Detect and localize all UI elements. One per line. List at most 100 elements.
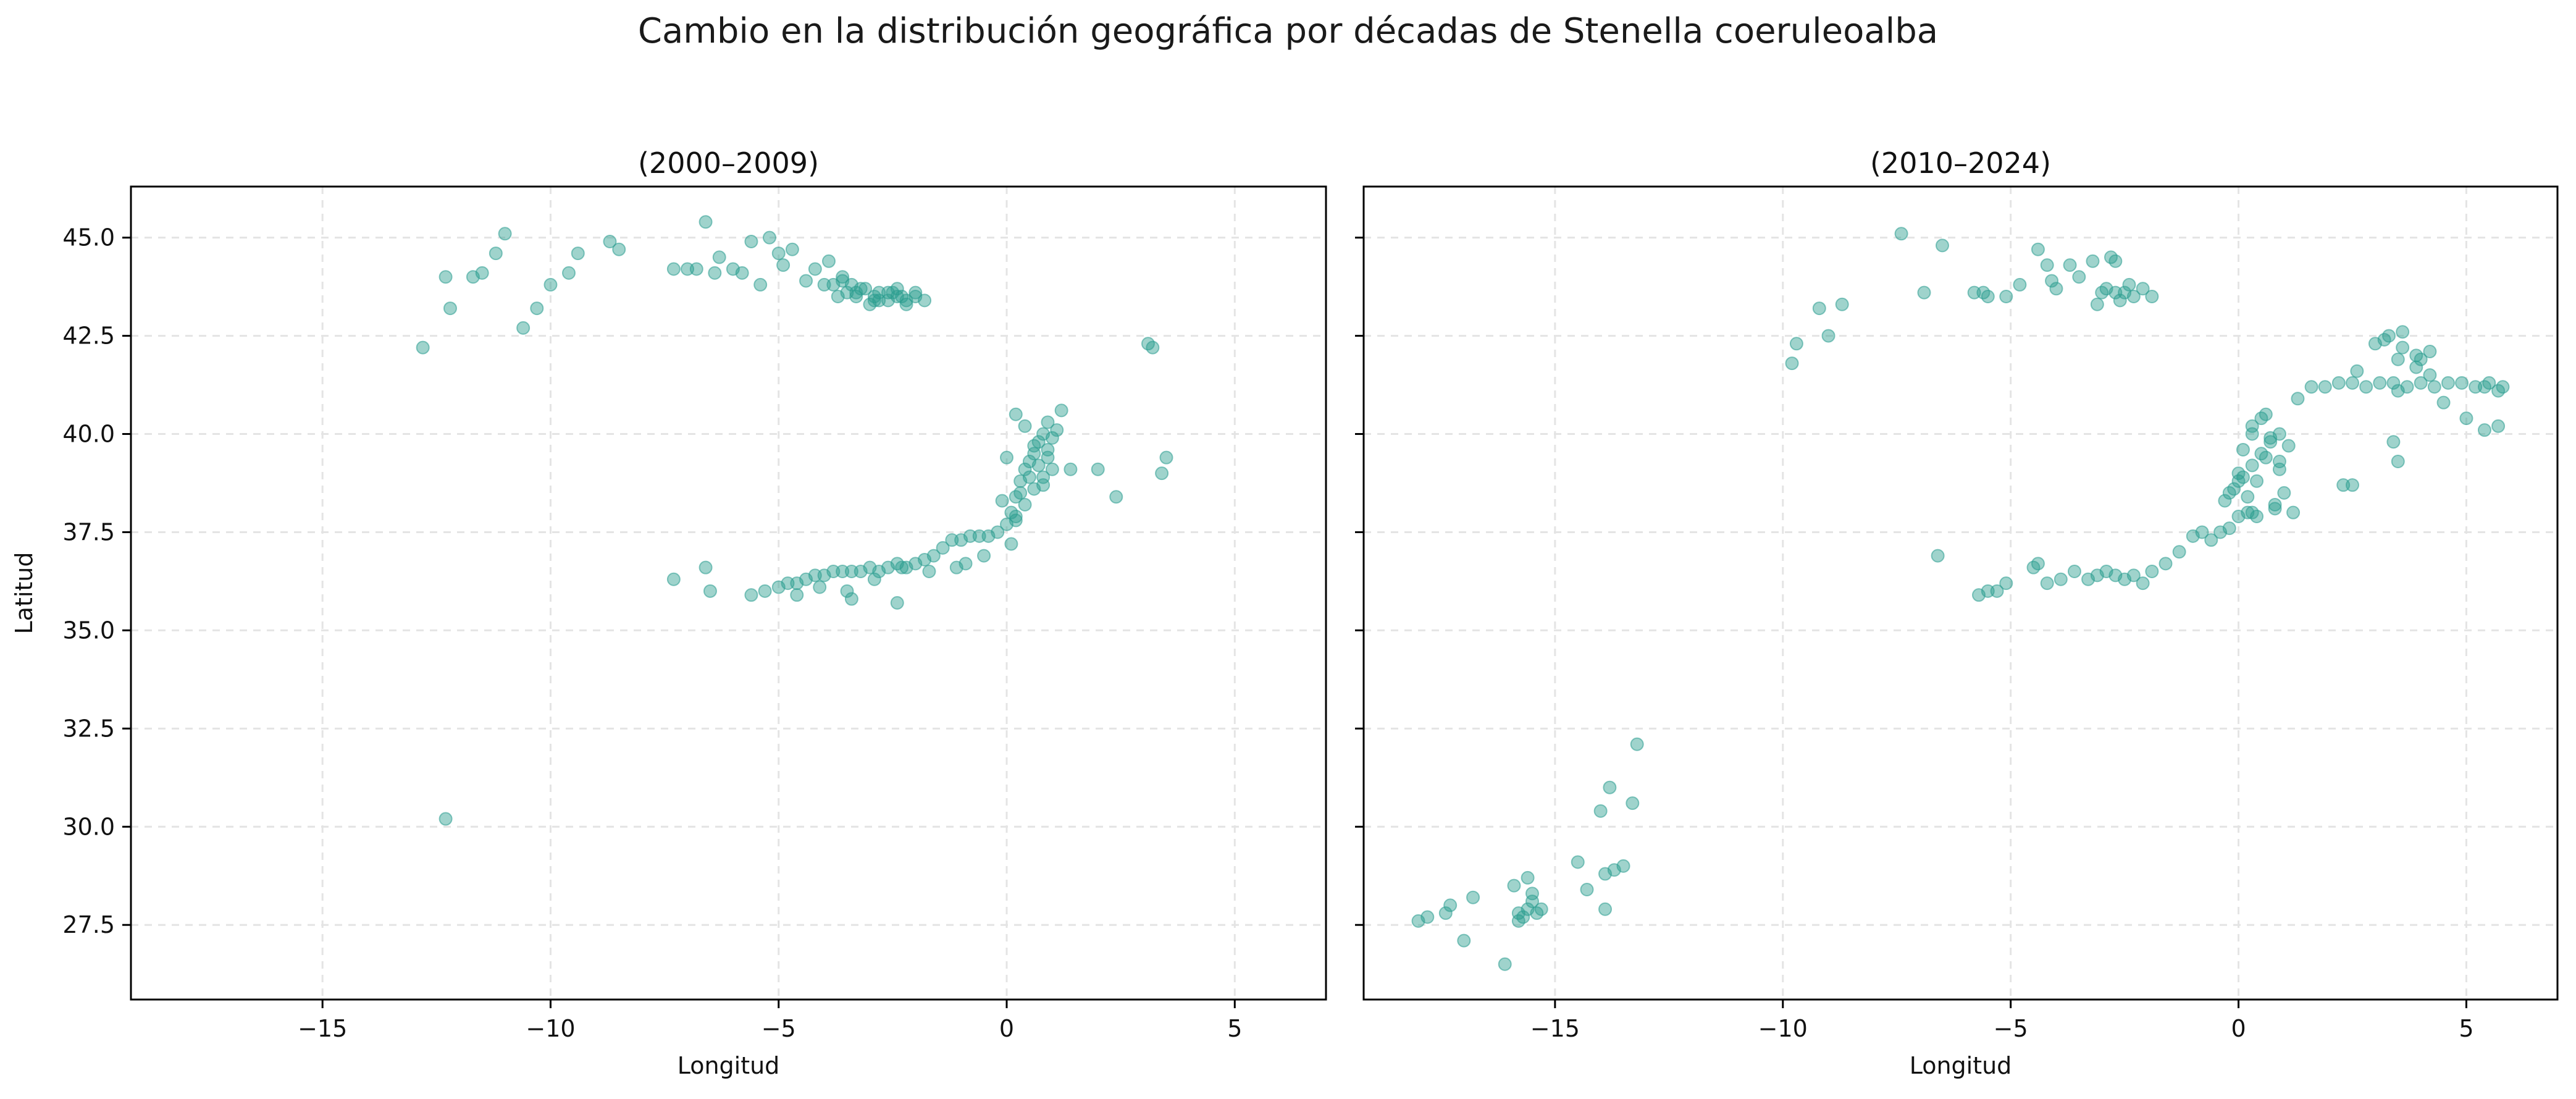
data-point [1036, 478, 1051, 492]
y-tick-label: 45.0 [62, 224, 115, 251]
figure-title: Cambio en la distribución geográfica por… [637, 11, 1939, 51]
data-point [771, 246, 786, 261]
data-point [1009, 407, 1023, 421]
data-point [1041, 415, 1055, 429]
data-point [2172, 545, 2186, 559]
data-point [1507, 878, 1521, 893]
data-point [438, 270, 453, 284]
data-point [2113, 293, 2127, 308]
data-point [2245, 458, 2259, 473]
data-point [2241, 490, 2255, 504]
data-point [1593, 804, 1608, 818]
data-point [2054, 572, 2068, 586]
data-point [753, 277, 768, 292]
data-point [895, 290, 909, 304]
data-point [2126, 290, 2141, 304]
data-point [2377, 332, 2391, 347]
data-point [1438, 906, 1453, 920]
data-point [1050, 423, 1064, 437]
data-point [1004, 537, 1018, 551]
y-axis-label: Latitud [10, 552, 38, 634]
data-point [2195, 525, 2209, 539]
data-point [1785, 356, 1799, 371]
data-point [2259, 407, 2273, 421]
y-tick-label: 32.5 [62, 715, 115, 742]
data-point [867, 572, 881, 586]
data-point [936, 541, 950, 555]
x-axis-label: Longitud [678, 1052, 780, 1079]
data-point [1534, 902, 1548, 916]
data-point [2063, 258, 2077, 272]
data-point [1603, 780, 1617, 794]
data-point [2086, 254, 2100, 268]
data-point [808, 262, 822, 276]
x-tick-label: 5 [1227, 1015, 1242, 1042]
data-point [2072, 270, 2086, 284]
y-tick-label: 40.0 [62, 421, 115, 448]
x-tick-label: 5 [2459, 1015, 2473, 1042]
data-point [443, 301, 457, 316]
data-point [2268, 497, 2282, 512]
data-point [1630, 737, 1644, 751]
data-point [1027, 439, 1041, 453]
data-point [516, 321, 531, 335]
data-point [1022, 470, 1036, 484]
data-point [1511, 914, 1525, 928]
data-point [498, 227, 512, 241]
data-point [1457, 933, 1471, 948]
data-point [758, 584, 772, 598]
data-point [699, 215, 713, 229]
data-point [1466, 890, 1480, 904]
x-tick-label: −5 [1994, 1015, 2028, 1042]
data-point [2477, 423, 2491, 437]
data-point [844, 592, 858, 606]
data-point [1999, 576, 2013, 591]
data-point [1009, 510, 1023, 524]
data-point [2126, 568, 2141, 583]
x-tick-label: 0 [999, 1015, 1014, 1042]
data-point [2222, 521, 2236, 536]
data-point [2391, 455, 2405, 469]
data-point [1521, 870, 1535, 885]
data-point [2108, 254, 2123, 268]
data-point [1626, 796, 1640, 811]
data-point [2272, 462, 2286, 476]
y-tick-label: 37.5 [62, 518, 115, 545]
data-point [821, 254, 836, 268]
data-point [1018, 497, 1032, 512]
data-point [2423, 368, 2437, 382]
data-point [1999, 290, 2013, 304]
data-point [1598, 867, 1613, 881]
data-point [959, 557, 973, 571]
data-point [2396, 340, 2410, 355]
data-point [475, 266, 489, 280]
data-point [1498, 957, 1512, 971]
axes-frame [130, 185, 1327, 1001]
x-axis-label: Longitud [1910, 1052, 2012, 1079]
x-tick-label: −10 [1758, 1015, 1808, 1042]
data-point [1064, 462, 1078, 476]
data-point [840, 584, 854, 598]
data-point [1917, 285, 1931, 300]
data-point [562, 266, 576, 280]
data-point [2067, 565, 2081, 579]
data-point [849, 290, 863, 304]
data-point [977, 549, 991, 563]
data-point [1091, 462, 1105, 476]
data-point [1789, 337, 1803, 351]
data-point [2441, 376, 2455, 390]
data-point [1146, 340, 1160, 355]
x-tick-label: −15 [298, 1015, 347, 1042]
data-point [2013, 277, 2027, 292]
data-point [1045, 431, 1059, 445]
data-point [1009, 513, 1023, 528]
data-point [2040, 576, 2054, 591]
data-point [899, 297, 913, 311]
data-point [836, 270, 850, 284]
data-point [2304, 380, 2318, 394]
x-tick-label: −5 [761, 1015, 796, 1042]
x-tick-label: −10 [526, 1015, 575, 1042]
data-point [2491, 384, 2506, 398]
data-point [991, 525, 1005, 539]
data-point [1054, 403, 1068, 418]
